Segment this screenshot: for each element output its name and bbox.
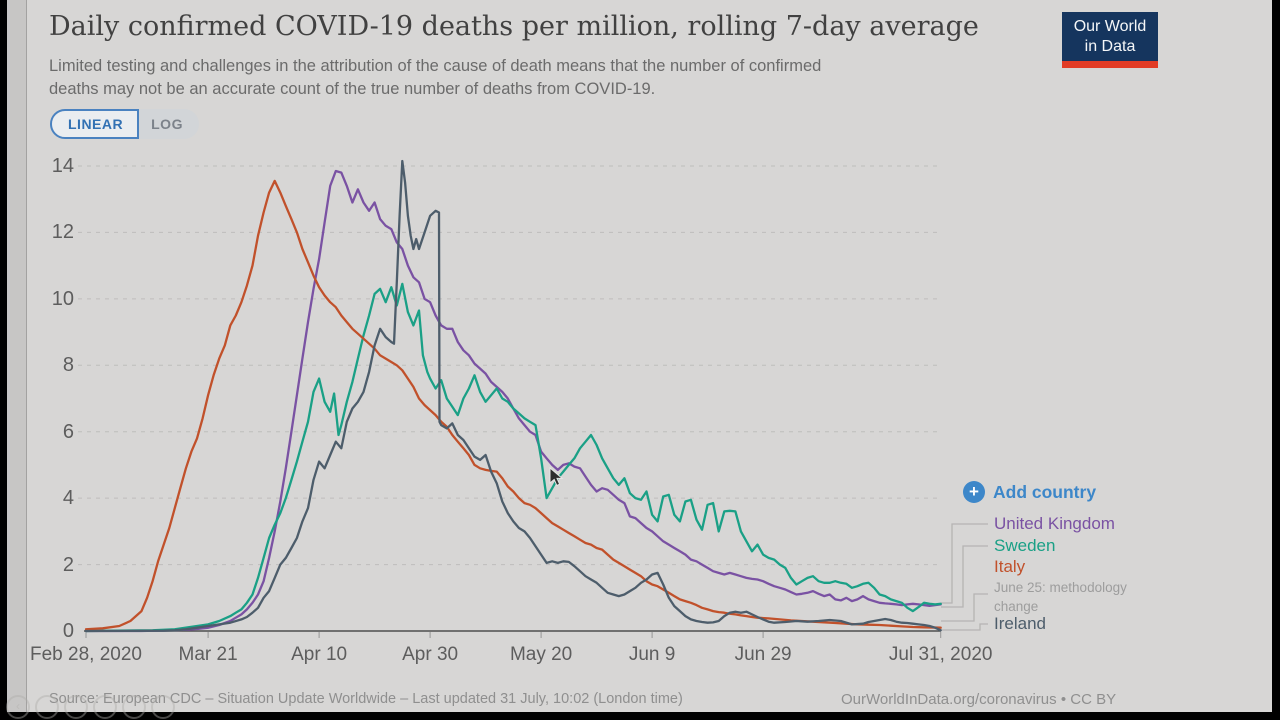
legend-item-italy[interactable]: Italy — [994, 557, 1026, 576]
y-axis-tick-label: 14 — [51, 155, 74, 177]
subtitle-line-2: deaths may not be an accurate count of t… — [49, 80, 656, 98]
left-gutter — [7, 0, 27, 712]
y-axis-tick-label: 0 — [62, 620, 74, 642]
y-axis-tick-label: 2 — [62, 553, 74, 576]
series-united-kingdom[interactable] — [84, 169, 942, 633]
attribution: OurWorldInData.org/coronavirus • CC BY — [841, 691, 1116, 708]
scale-toggle: LINEAR LOG — [50, 109, 199, 139]
y-axis-tick-label: 12 — [51, 221, 74, 244]
legend-item-united-kingdom[interactable]: United Kingdom — [994, 514, 1115, 533]
add-country-button[interactable]: + Add country — [963, 481, 1183, 503]
subtitle-line-1: Limited testing and challenges in the at… — [49, 57, 822, 75]
social-icon[interactable] — [151, 695, 175, 719]
prev-icon[interactable]: ‹ — [6, 695, 30, 719]
chart-page — [27, 0, 1272, 712]
mouse-cursor — [549, 467, 564, 487]
x-axis-tick-label: Jul 31, 2020 — [888, 644, 993, 665]
x-axis-tick-label: Jun 29 — [734, 644, 792, 665]
attribution-separator: • — [1060, 691, 1067, 708]
series-sweden[interactable] — [84, 282, 942, 633]
plus-icon: + — [963, 481, 985, 503]
social-icon[interactable] — [64, 695, 88, 719]
y-axis-tick-label: 4 — [62, 487, 74, 510]
legend-item-sweden[interactable]: Sweden — [994, 536, 1056, 555]
linear-button[interactable]: LINEAR — [50, 109, 140, 139]
legend: + Add country United Kingdom Sweden Ital… — [963, 481, 1183, 633]
owid-logo-text: Our World in Data — [1062, 12, 1158, 61]
x-axis-tick-label: Apr 30 — [402, 644, 459, 665]
social-icon[interactable] — [93, 695, 117, 719]
x-axis-tick-label: Feb 28, 2020 — [30, 644, 142, 665]
legend-annotation-methodology-change: June 25: methodology change — [994, 580, 1127, 614]
y-axis-tick-label: 10 — [51, 287, 74, 310]
social-icon[interactable] — [122, 695, 146, 719]
y-axis-tick-label: 8 — [62, 354, 74, 377]
social-icon[interactable] — [35, 695, 59, 719]
chart-subtitle: Limited testing and challenges in the at… — [49, 55, 821, 101]
owid-logo-red-bar — [1062, 61, 1158, 68]
y-axis-tick-label: 6 — [62, 420, 74, 443]
series-italy[interactable] — [84, 179, 942, 631]
log-button[interactable]: LOG — [139, 109, 199, 139]
owid-link[interactable]: OurWorldInData.org/coronavirus — [841, 691, 1057, 708]
x-axis-tick-label: Mar 21 — [178, 644, 238, 665]
social-buttons: ‹ — [6, 695, 175, 719]
x-axis-tick-label: Jun 9 — [628, 644, 676, 665]
x-axis-tick-label: Apr 10 — [291, 644, 348, 665]
source-note: Source: European CDC – Situation Update … — [49, 691, 683, 707]
owid-logo[interactable]: Our World in Data — [1062, 12, 1158, 68]
x-axis-tick-label: May 20 — [509, 644, 573, 665]
legend-item-ireland[interactable]: Ireland — [994, 614, 1046, 633]
series-ireland[interactable] — [84, 159, 942, 633]
page-title: Daily confirmed COVID-19 deaths per mill… — [49, 11, 979, 42]
add-country-label: Add country — [993, 481, 1097, 502]
license-label: CC BY — [1070, 691, 1117, 708]
